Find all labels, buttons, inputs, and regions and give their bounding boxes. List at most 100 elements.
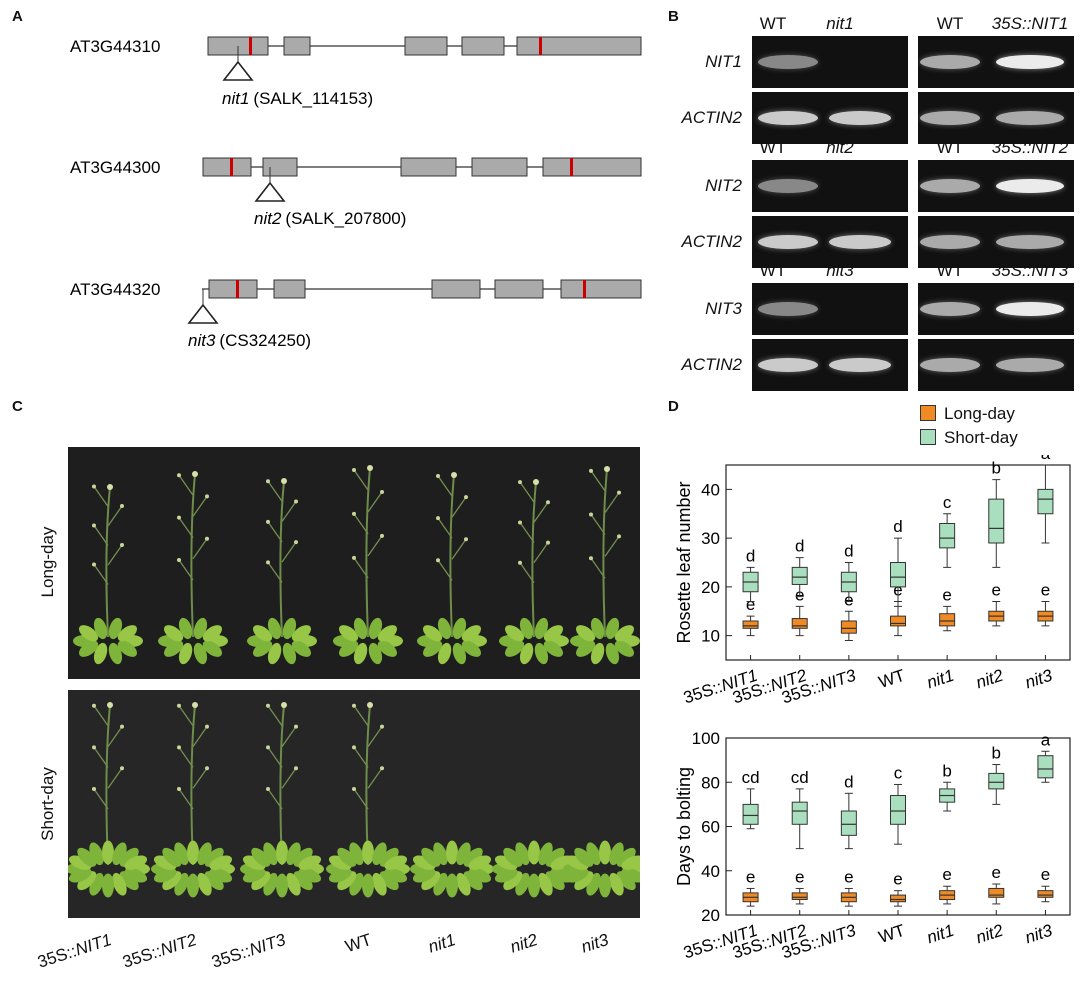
box-long-day: [791, 887, 808, 905]
plant: [158, 471, 228, 665]
exon: [208, 279, 258, 299]
gel-image: [752, 92, 908, 144]
significance-letter: d: [795, 537, 804, 556]
box-short-day: [791, 788, 808, 850]
significance-letter: e: [1041, 581, 1050, 600]
plant: [563, 840, 640, 898]
exon: [283, 36, 311, 56]
panel-letter-d: D: [668, 398, 679, 415]
exon: [262, 157, 298, 177]
box-short-day: [742, 566, 759, 602]
gene-structure-diagram: AT3G44310 nit1 (SALK_114153) AT3G44300 ni…: [70, 36, 642, 350]
box-long-day: [1037, 885, 1054, 903]
significance-letter: c: [943, 493, 952, 512]
y-tick-label: 30: [701, 529, 720, 548]
allele-label-3: nit3 (CS324250): [188, 331, 311, 350]
exon: [471, 157, 528, 177]
gel-image: [918, 92, 1074, 144]
exon: [494, 279, 544, 299]
gel-column-label: 35S::NIT1: [991, 14, 1069, 33]
significance-letter: d: [844, 542, 853, 561]
y-tick-label: 80: [701, 773, 720, 792]
significance-letter: e: [1041, 865, 1050, 884]
plant: [247, 478, 317, 665]
tdna-insertion-icon: [254, 181, 286, 202]
gel-band: [829, 235, 891, 249]
exon: [404, 36, 448, 56]
gel-band: [920, 235, 980, 249]
gel-band: [996, 358, 1064, 372]
gel-image: [918, 216, 1074, 268]
exon: [516, 36, 642, 56]
legend-label-long-day: Long-day: [944, 404, 1015, 423]
gel-column-label: WT: [936, 138, 964, 157]
significance-letter: e: [844, 867, 853, 886]
box-short-day: [988, 479, 1005, 568]
significance-letter: a: [1041, 730, 1051, 749]
box-long-day: [988, 601, 1005, 627]
gene-id-1: AT3G44310: [70, 37, 160, 56]
significance-letter: d: [893, 517, 902, 536]
box-short-day: [1037, 750, 1054, 783]
box-long-day: [742, 887, 759, 907]
significance-letter: cd: [791, 768, 809, 787]
significance-letter: b: [992, 744, 1001, 763]
significance-letter: e: [893, 870, 902, 889]
x-tick-label: nit1: [924, 666, 956, 693]
significance-letter: e: [942, 865, 951, 884]
box-long-day: [742, 615, 759, 637]
tdna-insertion-icon: [187, 303, 219, 324]
gene-id-2: AT3G44300: [70, 158, 160, 177]
exon: [400, 157, 457, 177]
gel-image: [918, 283, 1074, 335]
plant: [68, 702, 150, 898]
x-tick-label: nit3: [1023, 666, 1055, 693]
significance-letter: d: [844, 772, 853, 791]
photo-genotype-label: 35S::NIT2: [120, 930, 199, 972]
photo-genotype-label: 35S::NIT3: [209, 930, 288, 972]
box-short-day: [742, 788, 759, 830]
gel-band: [758, 111, 818, 125]
allele-label-2: nit2 (SALK_207800): [254, 209, 406, 228]
significance-letter: e: [795, 867, 804, 886]
plant: [73, 484, 143, 665]
gel-band: [829, 358, 891, 372]
gel-row-label: ACTIN2: [681, 355, 742, 374]
y-tick-label: 40: [701, 480, 720, 499]
x-tick-label: WT: [876, 921, 907, 947]
gel-image: [752, 160, 908, 212]
plant: [499, 479, 569, 665]
x-tick-label: nit2: [974, 921, 1006, 948]
row-label-short-day: Short-day: [38, 767, 57, 841]
box-short-day: [840, 562, 857, 602]
significance-letter: b: [992, 459, 1001, 478]
box-short-day: [939, 513, 956, 568]
gel-band: [920, 302, 980, 316]
gel-column-label: WT: [936, 261, 964, 280]
box-short-day: [791, 557, 808, 598]
gel-image: [752, 36, 908, 88]
box-long-day: [939, 605, 956, 632]
box-short-day: [840, 792, 857, 850]
motif-mark: [236, 280, 239, 298]
gel-row-label: ACTIN2: [681, 232, 742, 251]
gel-band: [920, 179, 980, 193]
photo-short-day: [68, 690, 640, 918]
gel-band: [758, 235, 818, 249]
plant: [240, 702, 324, 898]
exon: [431, 279, 481, 299]
y-tick-label: 20: [701, 578, 720, 597]
x-tick-label: WT: [876, 666, 907, 692]
gel-band: [996, 55, 1064, 69]
significance-letter: e: [992, 581, 1001, 600]
y-tick-label: 20: [701, 906, 720, 925]
gel-band: [758, 179, 818, 193]
panel-letter-a: A: [12, 8, 23, 25]
gel-image: [752, 339, 908, 391]
significance-letter: d: [746, 546, 755, 565]
box-short-day: [890, 783, 906, 845]
legend-entry-short-day: Short-day: [920, 428, 1018, 448]
y-tick-label: 60: [701, 818, 720, 837]
legend: Long-day Short-day: [920, 404, 1018, 448]
